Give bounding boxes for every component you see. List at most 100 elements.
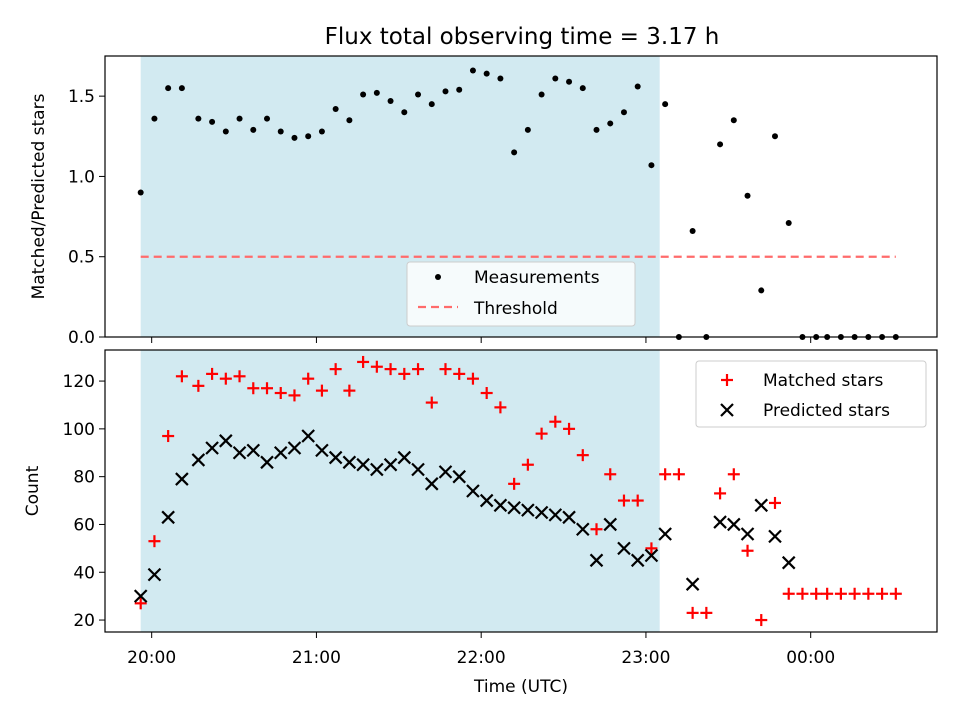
- predicted-point: [548, 508, 563, 522]
- matched-point: [535, 427, 548, 440]
- predicted-point: [191, 453, 206, 467]
- bottom-y-tick-label: 100: [63, 420, 95, 440]
- top-panel: 0.0 0.5 1.0 1.5 Matched/Predicted stars Measu…: [29, 55, 938, 348]
- measurement-point: [428, 101, 435, 108]
- predicted-point: [658, 527, 672, 541]
- matched-point: [521, 458, 534, 471]
- x-axis-label: Time (UTC): [473, 677, 568, 697]
- measurement-point: [758, 287, 765, 294]
- predicted-point: [521, 503, 535, 517]
- measurement-point: [648, 162, 655, 169]
- matched-point: [192, 379, 205, 392]
- matched-point: [343, 384, 356, 397]
- x-tick-label: 00:00: [786, 648, 835, 668]
- x-tick-label: 23:00: [621, 648, 670, 668]
- x-tick-label: 22:00: [457, 648, 506, 668]
- measurement-point: [579, 85, 586, 92]
- predicted-point: [589, 553, 604, 568]
- predicted-point: [466, 484, 480, 498]
- matched-point: [617, 494, 630, 507]
- matched-point: [563, 422, 576, 435]
- predicted-point: [630, 553, 645, 568]
- matched-point: [315, 384, 328, 397]
- measurement-point: [730, 117, 737, 124]
- measurement-point: [744, 192, 751, 199]
- predicted-point: [534, 505, 549, 520]
- bottom-legend-box: [695, 360, 927, 428]
- predicted-point: [576, 522, 590, 537]
- legend-matched-label: Matched stars: [763, 371, 883, 391]
- matched-point: [796, 587, 809, 600]
- matched-point: [233, 370, 246, 383]
- matched-point: [288, 389, 301, 402]
- matched-point: [645, 542, 658, 555]
- matched-point: [508, 477, 521, 490]
- measurement-point: [771, 133, 778, 140]
- measurement-point: [593, 126, 600, 133]
- predicted-point: [740, 527, 755, 541]
- predicted-point: [781, 555, 796, 570]
- x-tick-label: 20:00: [127, 648, 176, 668]
- predicted-point: [617, 541, 631, 556]
- matched-point: [714, 487, 727, 500]
- predicted-point: [383, 457, 398, 472]
- measurement-point: [305, 133, 312, 140]
- matched-point: [741, 544, 754, 557]
- measurement-point: [607, 120, 614, 127]
- measurement-point: [552, 75, 559, 82]
- matched-point: [412, 363, 425, 376]
- measurement-point: [387, 97, 394, 104]
- top-y-tick-label: 1.0: [68, 167, 95, 187]
- predicted-point: [133, 589, 148, 603]
- top-y-tick-label: 0.0: [68, 328, 95, 348]
- top-legend-box: [406, 261, 636, 327]
- top-y-axis-label: Matched/Predicted stars: [29, 93, 49, 299]
- matched-point: [175, 370, 188, 383]
- matched-point: [134, 597, 147, 610]
- bottom-y-tick-label: 20: [73, 611, 95, 631]
- predicted-point: [479, 493, 494, 508]
- matched-point: [398, 367, 411, 380]
- matched-point: [206, 367, 219, 380]
- x-tick-label: 21:00: [292, 648, 341, 668]
- measurement-point: [165, 85, 172, 92]
- predicted-point: [161, 510, 175, 525]
- measurement-point: [222, 128, 229, 135]
- matched-point: [889, 587, 902, 600]
- measurement-point: [497, 75, 504, 82]
- matched-point: [782, 587, 795, 600]
- measurement-point: [360, 91, 367, 98]
- measurement-point: [456, 86, 463, 93]
- predicted-point: [273, 445, 288, 460]
- matched-point: [357, 355, 370, 368]
- chart-title: Flux total observing time = 3.17 h: [325, 24, 720, 50]
- measurement-point: [511, 149, 518, 156]
- predicted-point: [562, 510, 576, 525]
- predicted-point: [315, 443, 329, 458]
- measurement-point: [332, 105, 339, 112]
- predicted-point: [424, 477, 439, 491]
- measurement-point: [442, 88, 449, 95]
- predicted-point: [411, 462, 425, 477]
- measurement-point: [178, 85, 185, 92]
- top-y-tick-label: 0.5: [68, 248, 95, 268]
- matched-point: [862, 587, 875, 600]
- matched-point: [219, 372, 232, 385]
- measurement-point: [264, 115, 271, 122]
- predicted-point: [175, 472, 189, 486]
- measurement-point: [483, 70, 490, 77]
- measurement-point: [524, 126, 531, 133]
- matched-point: [631, 494, 644, 507]
- measurement-point: [469, 67, 476, 74]
- matched-point: [494, 401, 507, 414]
- measurement-point: [662, 101, 669, 108]
- measurement-point: [538, 91, 545, 98]
- legend-predicted-label: Predicted stars: [763, 401, 890, 421]
- predicted-point: [342, 455, 357, 470]
- matched-point: [810, 587, 823, 600]
- legend-threshold-label: Threshold: [473, 299, 558, 319]
- matched-point: [261, 382, 274, 395]
- legend-predicted-marker: [720, 403, 734, 417]
- legend-measurements-label: Measurements: [474, 268, 600, 288]
- measurement-point: [620, 109, 627, 116]
